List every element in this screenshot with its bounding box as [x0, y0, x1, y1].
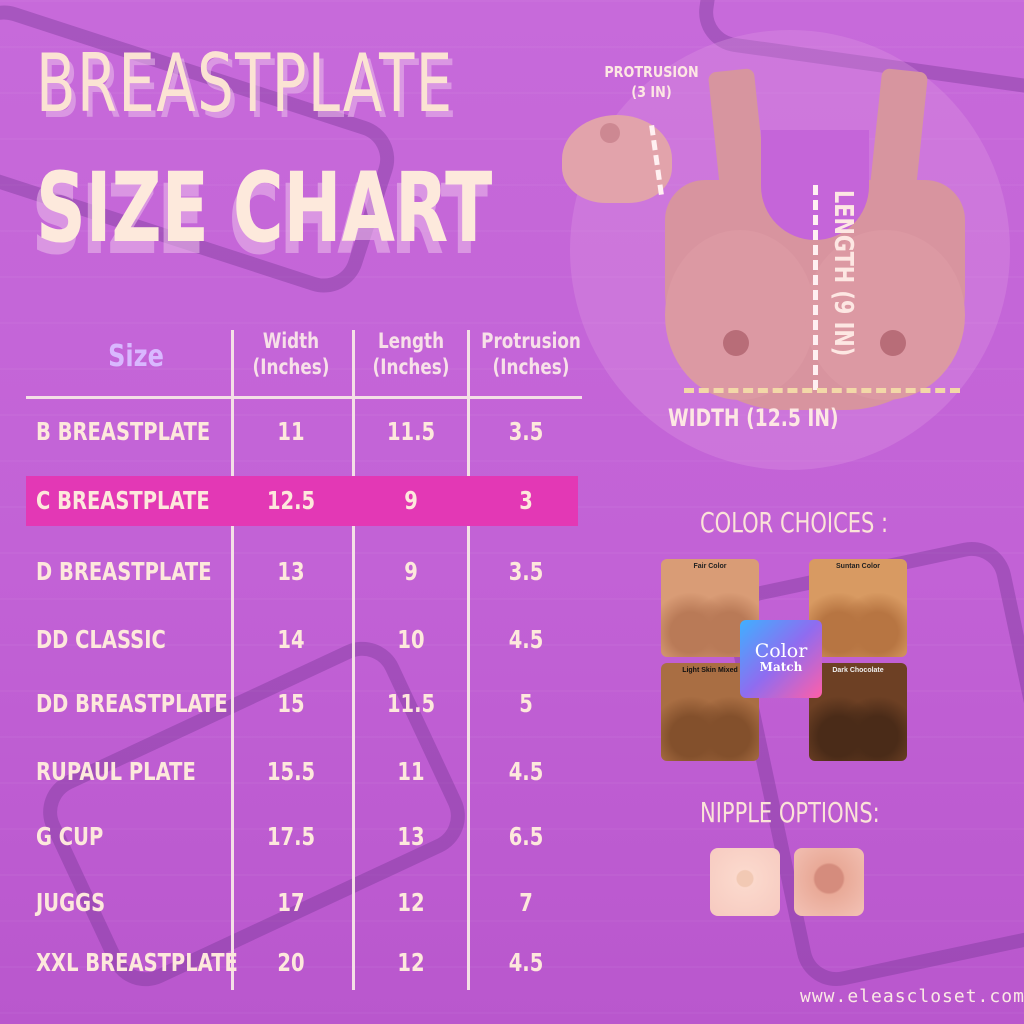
width-value: 13 [277, 557, 305, 586]
protrusion-label-value: (3 IN) [631, 83, 672, 102]
table-row: DD BREASTPLATE 15 11.5 5 [26, 679, 578, 729]
title-line-2: SIZE CHART [36, 152, 493, 264]
nipple [880, 330, 906, 356]
color-match-line2: Match [759, 660, 803, 674]
length-value: 13 [397, 822, 425, 851]
protrusion-value: 4.5 [508, 948, 544, 977]
table-row-highlighted: C BREASTPLATE 12.5 9 3 [26, 476, 578, 526]
protrusion-value: 5 [519, 689, 533, 718]
color-swatch-suntan: Suntan Color [809, 559, 907, 657]
protrusion-value: 3 [519, 486, 533, 515]
table-row: G CUP 17.5 13 6.5 [26, 812, 578, 862]
size-name: DD BREASTPLATE [36, 689, 228, 718]
header-length: Length (Inches) [372, 329, 450, 380]
width-value: 17 [277, 888, 305, 917]
size-name: RUPAUL PLATE [36, 757, 196, 786]
column-divider [352, 330, 355, 990]
size-name: D BREASTPLATE [36, 557, 212, 586]
table-row: JUGGS 17 12 7 [26, 878, 578, 928]
size-table: Size Width (Inches) Length (Inches) Prot… [26, 320, 586, 990]
color-match-line1: Color [754, 640, 808, 662]
width-value: 17.5 [266, 822, 316, 851]
length-value: 9 [404, 557, 418, 586]
header-width: Width (Inches) [252, 329, 330, 380]
size-name: DD CLASSIC [36, 625, 166, 654]
swatch-caption: Fair Color [693, 563, 727, 570]
table-row: RUPAUL PLATE 15.5 11 4.5 [26, 747, 578, 797]
breast-shape [665, 230, 815, 400]
protrusion-value: 3.5 [508, 417, 544, 446]
nipple [723, 330, 749, 356]
length-value: 11.5 [386, 689, 436, 718]
header-divider [26, 396, 582, 399]
table-row: D BREASTPLATE 13 9 3.5 [26, 547, 578, 597]
table-row: XXL BREASTPLATE 20 12 4.5 [26, 938, 578, 988]
table-row: B BREASTPLATE 11 11.5 3.5 [26, 407, 578, 457]
size-name: B BREASTPLATE [36, 417, 211, 446]
size-name: G CUP [36, 822, 104, 851]
length-value: 10 [397, 625, 425, 654]
width-value: 20 [277, 948, 305, 977]
website-url: www.eleascloset.com [800, 986, 1024, 1007]
table-row: DD CLASSIC 14 10 4.5 [26, 615, 578, 665]
width-value: 11 [277, 417, 305, 446]
width-label: WIDTH (12.5 IN) [668, 404, 839, 432]
size-name: C BREASTPLATE [36, 486, 210, 515]
protrusion-value: 7 [519, 888, 533, 917]
length-value: 11 [397, 757, 425, 786]
protrusion-label: PROTRUSION (3 IN) [604, 62, 698, 103]
width-value: 12.5 [266, 486, 316, 515]
protrusion-profile-image [562, 115, 672, 203]
title-line-1: BREASTPLATE [36, 37, 454, 130]
protrusion-value: 3.5 [508, 557, 544, 586]
color-match-badge: Color Match [740, 620, 822, 698]
swatch-caption: Dark Chocolate [832, 667, 884, 674]
width-value: 15.5 [266, 757, 316, 786]
width-value: 15 [277, 689, 305, 718]
swatch-caption: Light Skin Mixed [682, 667, 738, 674]
length-value: 11.5 [386, 417, 436, 446]
column-divider [231, 330, 234, 990]
length-value: 12 [397, 948, 425, 977]
width-measure-line [684, 388, 960, 393]
protrusion-value: 6.5 [508, 822, 544, 851]
swatch-caption: Suntan Color [836, 563, 880, 570]
protrusion-value: 4.5 [508, 625, 544, 654]
header-size: Size [108, 339, 164, 374]
length-value: 9 [404, 486, 418, 515]
breast-shape [805, 230, 965, 400]
nipple-options-heading: NIPPLE OPTIONS: [700, 796, 880, 829]
color-choices-heading: COLOR CHOICES : [700, 506, 889, 539]
header-protrusion: Protrusion (Inches) [481, 329, 581, 380]
nipple-option-small [710, 848, 780, 916]
width-value: 14 [277, 625, 305, 654]
size-name: JUGGS [36, 888, 106, 917]
length-label: LENGTH (9 IN) [828, 190, 858, 357]
protrusion-value: 4.5 [508, 757, 544, 786]
size-name: XXL BREASTPLATE [36, 948, 238, 977]
color-swatch-dark-chocolate: Dark Chocolate [809, 663, 907, 761]
length-measure-line [813, 185, 818, 390]
protrusion-label-text: PROTRUSION [604, 63, 699, 81]
nipple-option-large [794, 848, 864, 916]
column-divider [467, 330, 470, 990]
length-value: 12 [397, 888, 425, 917]
